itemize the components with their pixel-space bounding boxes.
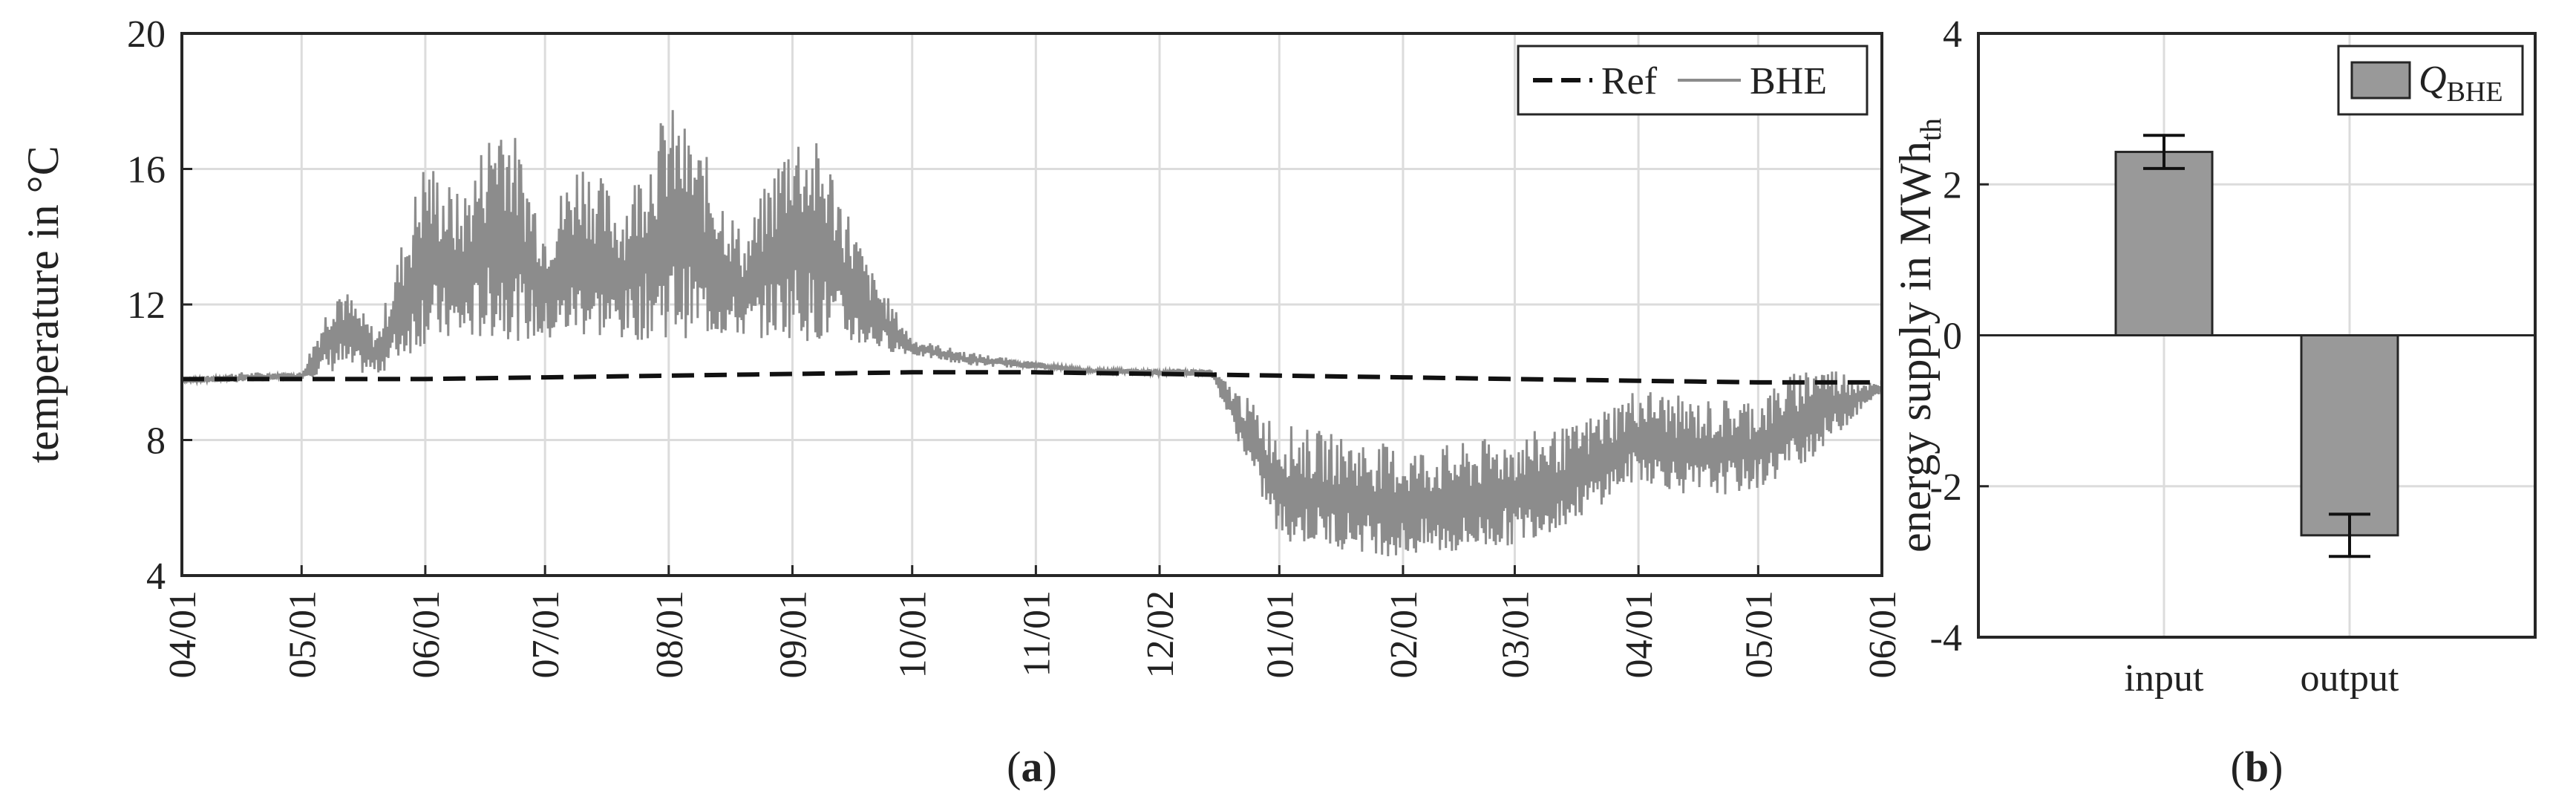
temperature-x-tick-label: 12/02 bbox=[1140, 590, 1182, 678]
legend-ref-label: Ref bbox=[1601, 60, 1658, 102]
temperature-x-tick-label: 08/01 bbox=[649, 590, 691, 678]
energy-x-tick-label: output bbox=[2301, 657, 2399, 700]
temperature-x-tick-label: 02/01 bbox=[1383, 590, 1425, 678]
temperature-x-tick-label: 09/01 bbox=[772, 590, 814, 678]
temperature-y-tick-label: 4 bbox=[146, 556, 166, 598]
temperature-x-tick-label: 03/01 bbox=[1494, 590, 1537, 678]
temperature-y-axis-label: temperature in °C bbox=[19, 146, 68, 463]
energy-y-ticks: -4 -2 0 2 4 bbox=[1930, 13, 1989, 659]
ref-series bbox=[182, 370, 1882, 385]
energy-y-tick-label: -4 bbox=[1930, 617, 1962, 659]
temperature-x-ticks: 04/01 05/01 06/01 07/01 08/01 09/01 10/01 11/01… bbox=[162, 565, 1904, 678]
temperature-y-tick-label: 16 bbox=[127, 149, 166, 192]
energy-bar-output bbox=[2300, 334, 2399, 537]
energy-bar-input bbox=[2114, 151, 2214, 336]
legend-qbhe-swatch bbox=[2350, 61, 2411, 100]
temperature-x-tick-label: 01/01 bbox=[1259, 590, 1301, 678]
energy-bars bbox=[2114, 134, 2399, 558]
energy-y-tick-label: 4 bbox=[1943, 13, 1962, 56]
energy-legend: QBHE bbox=[2337, 45, 2524, 116]
bhe-line bbox=[180, 110, 1883, 557]
temperature-x-tick-label: 10/01 bbox=[892, 590, 935, 678]
energy-error-bar-output bbox=[2329, 512, 2370, 558]
energy-y-axis-label: energy supply in MWhth bbox=[1891, 118, 1947, 553]
energy-y-tick-label: -2 bbox=[1930, 466, 1962, 509]
temperature-x-tick-label: 06/01 bbox=[1862, 590, 1904, 678]
caption-a: (a) bbox=[1007, 743, 1057, 791]
energy-y-tick-label: 0 bbox=[1943, 316, 1962, 358]
temperature-x-tick-label: 04/01 bbox=[162, 590, 204, 678]
ref-line bbox=[182, 370, 1882, 385]
energy-y-tick-label: 2 bbox=[1943, 164, 1962, 206]
energy-x-tick-label: input bbox=[2125, 657, 2204, 700]
temperature-x-tick-label: 05/01 bbox=[1738, 590, 1780, 678]
energy-bar-chart: -4 -2 0 2 4 input output energy supply in MWh… bbox=[1891, 13, 2537, 791]
temperature-x-tick-label: 11/01 bbox=[1016, 590, 1058, 677]
temperature-y-tick-label: 20 bbox=[127, 13, 166, 56]
caption-b: (b) bbox=[2231, 743, 2284, 791]
temperature-x-tick-label: 05/01 bbox=[281, 590, 324, 678]
energy-error-bar-input bbox=[2143, 134, 2185, 170]
temperature-y-tick-label: 8 bbox=[146, 420, 166, 463]
temperature-chart: 4 8 12 16 20 04/01 05/01 06/01 07/01 08/01 09/01 1… bbox=[19, 13, 1904, 791]
bhe-series bbox=[180, 110, 1883, 557]
temperature-x-tick-label: 06/01 bbox=[405, 590, 448, 678]
temperature-y-ticks: 4 8 12 16 20 bbox=[127, 13, 192, 598]
legend-bhe-label: BHE bbox=[1750, 60, 1827, 102]
temperature-x-tick-label: 07/01 bbox=[525, 590, 567, 678]
legend-qbhe-label: QBHE bbox=[2419, 59, 2503, 108]
temperature-legend: Ref BHE bbox=[1517, 45, 1869, 116]
energy-x-ticks: input output bbox=[2125, 657, 2399, 700]
temperature-y-tick-label: 12 bbox=[127, 284, 166, 327]
temperature-x-tick-label: 04/01 bbox=[1618, 590, 1661, 678]
